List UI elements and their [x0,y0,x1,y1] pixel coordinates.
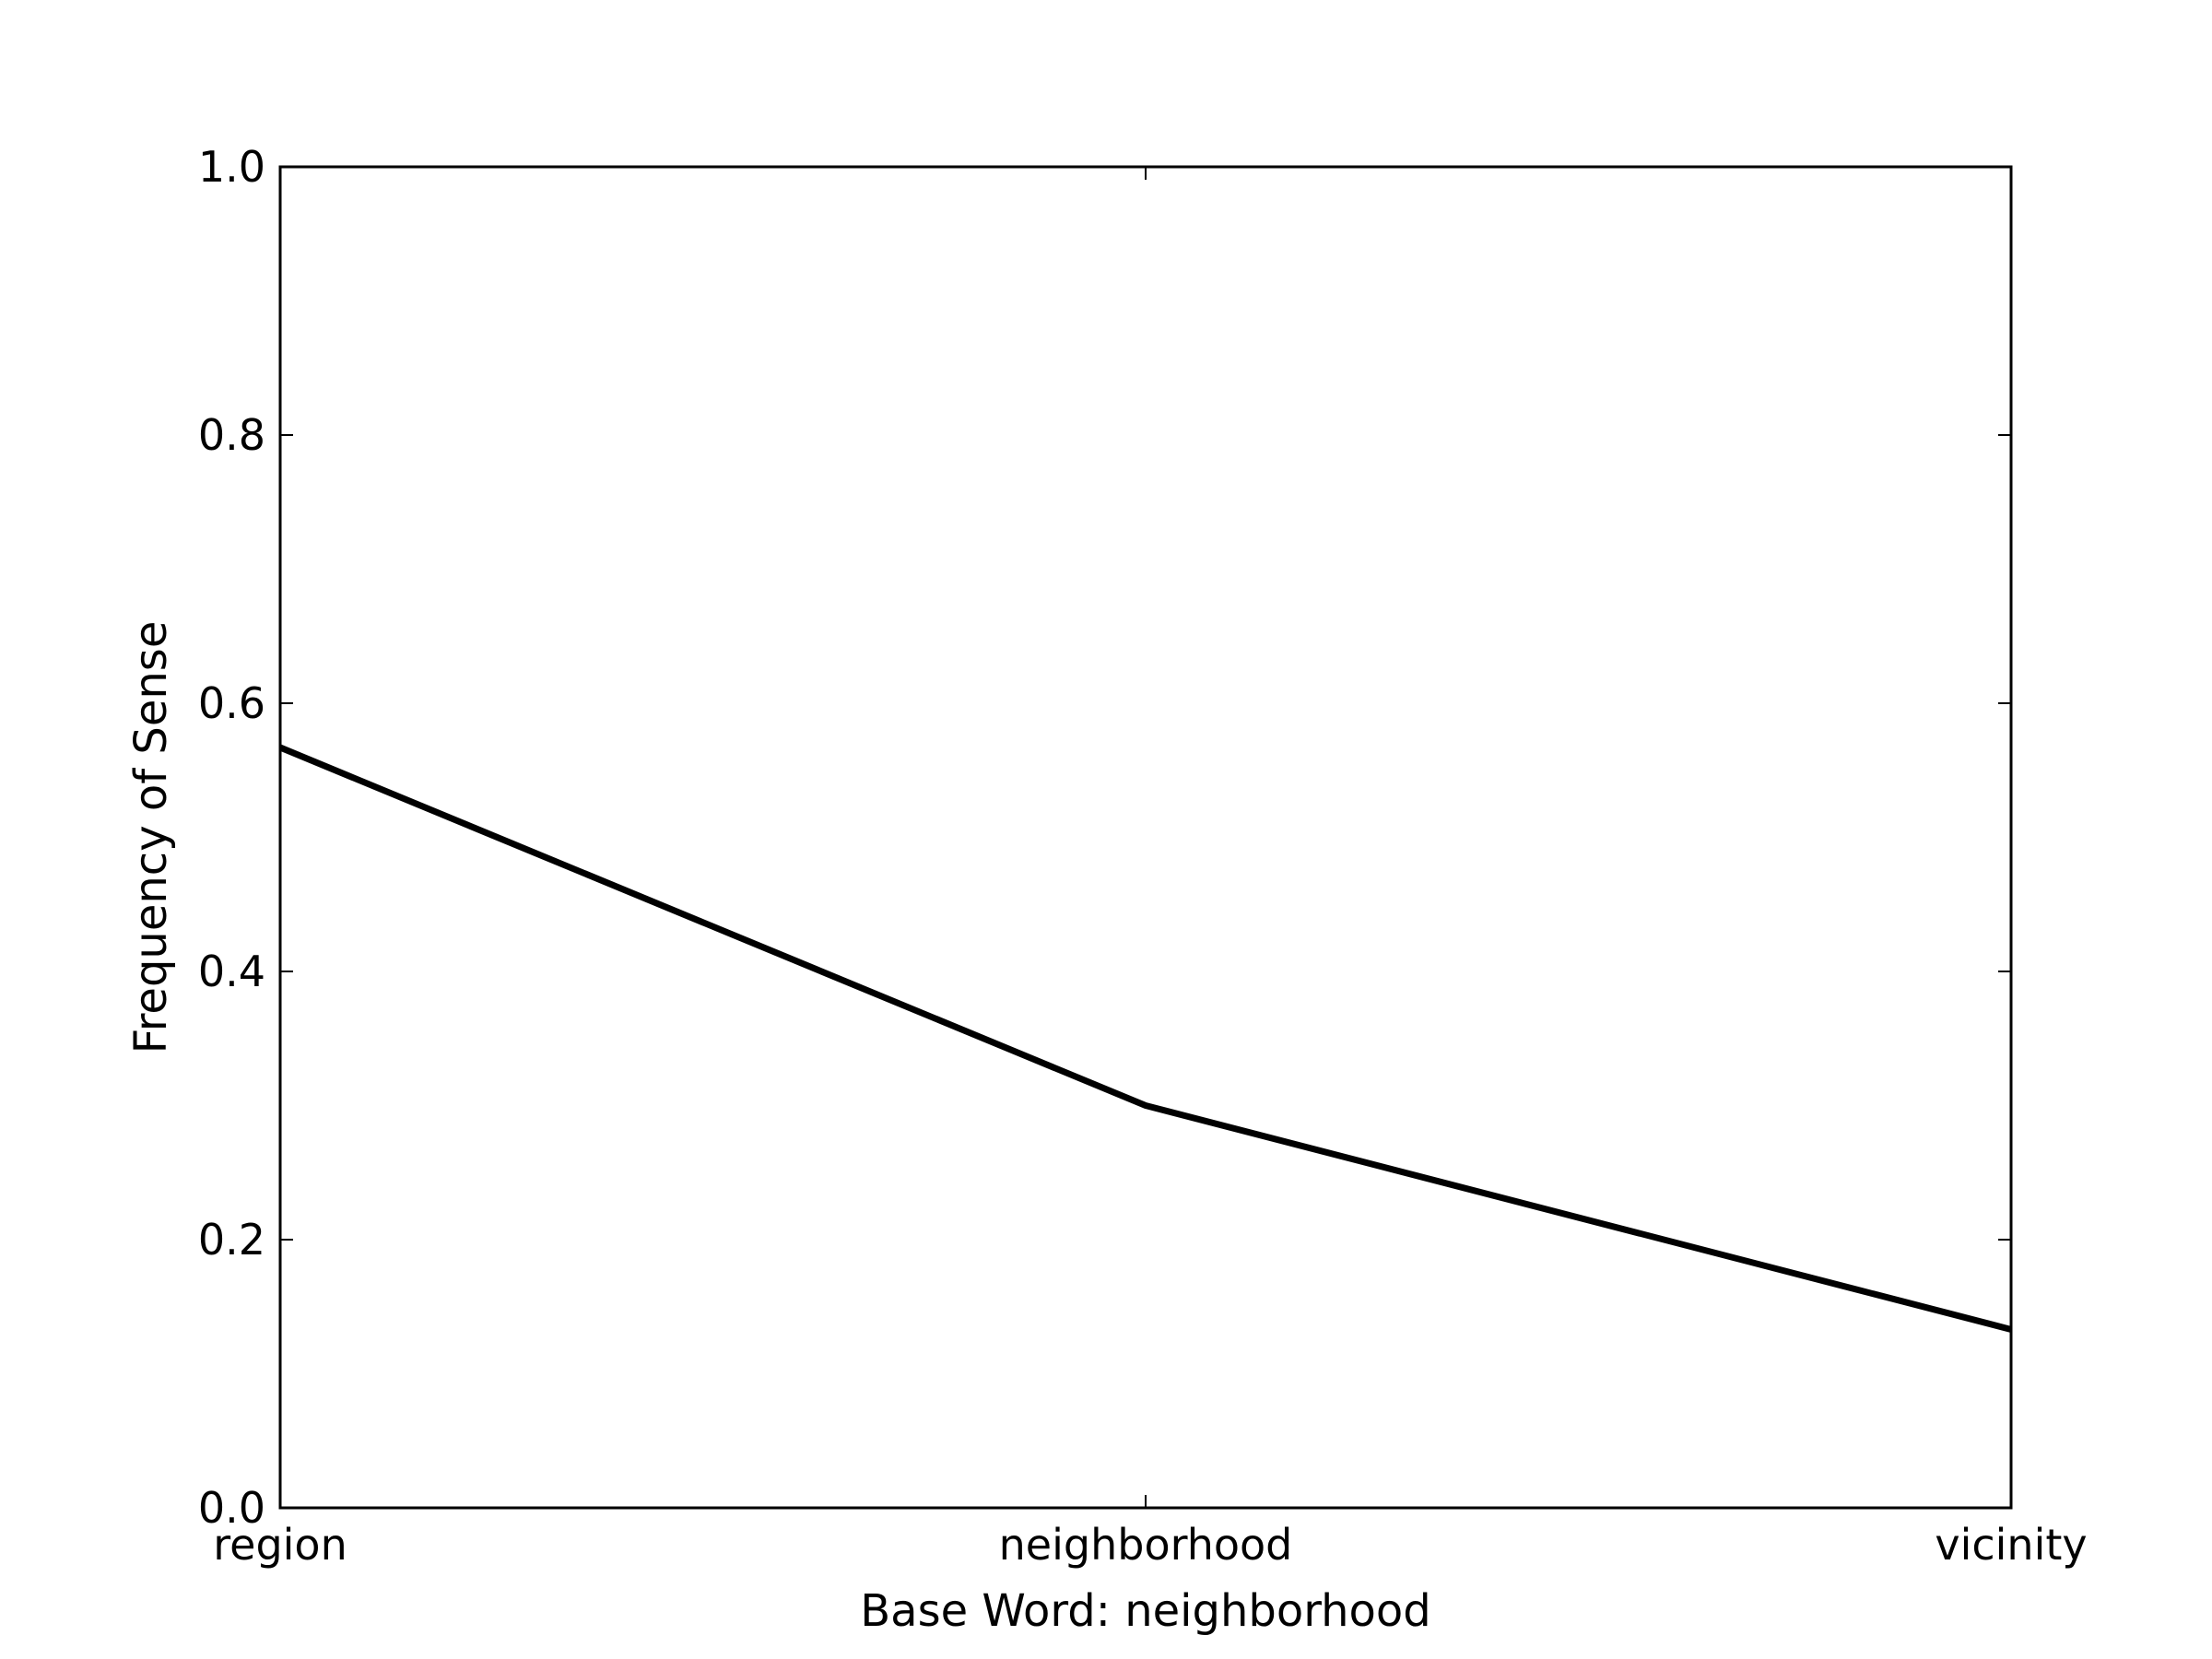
y-tick-label: 1.0 [198,142,265,192]
y-axis-label: Frequency of Sense [125,621,177,1054]
x-tick-label: region [213,1520,347,1570]
series-line [278,744,2012,1333]
x-axis-label: Base Word: neighborhood [860,1585,1430,1637]
y-tick-label: 0.2 [198,1215,265,1265]
y-tick-label: 0.8 [198,410,265,460]
x-tick-label: neighborhood [999,1520,1293,1570]
plot-area: 0.0 0.2 0.4 0.6 0.8 1.0 region neighborhood vici… [198,142,2088,1570]
y-tick-label: 0.4 [198,947,265,996]
x-tick-label: vicinity [1935,1520,2087,1570]
y-tick-label: 0.6 [198,678,265,728]
y-tick-label: 0.0 [198,1483,265,1533]
plot-frame [278,165,2013,1510]
